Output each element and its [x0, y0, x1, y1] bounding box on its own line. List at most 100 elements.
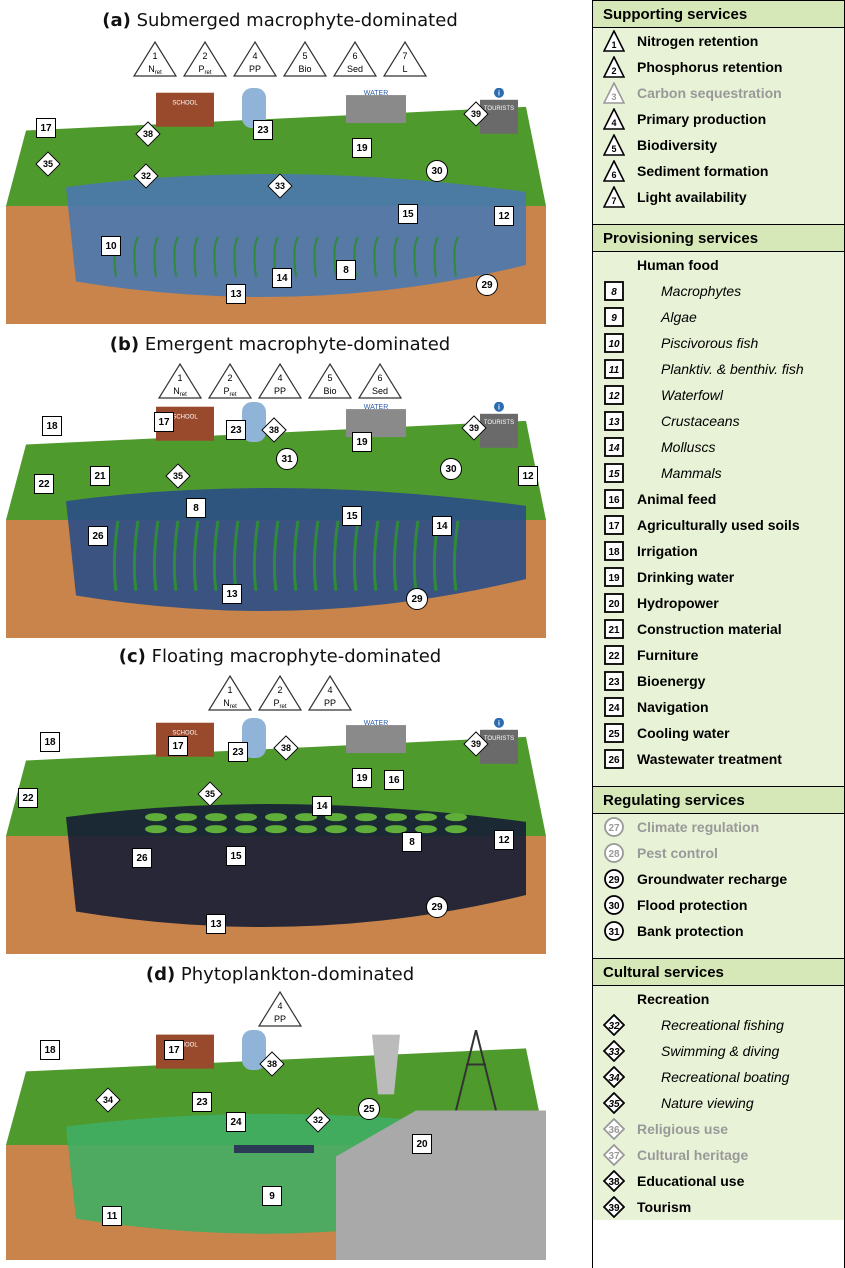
- square-symbol-icon: 26: [604, 749, 624, 769]
- service-triangle-1: 1 Nret: [157, 362, 203, 399]
- triangle-abbrev: PP: [274, 1014, 286, 1024]
- service-marker-24: 24: [226, 1112, 246, 1132]
- legend-subheader: Human food: [593, 252, 844, 278]
- svg-text:25: 25: [608, 729, 620, 740]
- legend: Supporting services 1 Nitrogen retention 2…: [592, 0, 845, 1268]
- legend-item: 16 Animal feed: [593, 486, 844, 512]
- floating-leaf: [385, 825, 407, 834]
- triangle-abbrev: Pret: [223, 386, 236, 398]
- tourists-label: TOURISTS: [484, 736, 514, 742]
- triangle-symbol-icon: 6: [603, 160, 625, 182]
- circle-symbol-icon: 27: [604, 817, 624, 837]
- legend-item: 6 Sediment formation: [593, 158, 844, 184]
- drinking-water-label-line1: DRINKING: [359, 718, 393, 719]
- panel-c-letter: (c): [118, 646, 146, 667]
- service-marker-26: 26: [88, 526, 108, 546]
- legend-item-label: Algae: [661, 309, 697, 325]
- info-icon: [494, 88, 504, 98]
- legend-item: 31 Bank protection: [593, 918, 844, 944]
- macrophyte: [133, 236, 139, 277]
- service-marker-21: 21: [90, 466, 110, 486]
- square-symbol-icon: 19: [604, 567, 624, 587]
- service-marker-25: 25: [358, 1098, 380, 1120]
- legend-item-label: Nitrogen retention: [637, 33, 759, 49]
- service-marker-33: 33: [268, 174, 292, 198]
- legend-item: 36 Religious use: [593, 1116, 844, 1142]
- triangle-number: 6: [352, 51, 357, 61]
- macrophyte: [112, 520, 120, 591]
- floating-leaf: [145, 825, 167, 834]
- triangle-number: 5: [302, 51, 307, 61]
- legend-item: 19 Drinking water: [593, 564, 844, 590]
- legend-item-label: Recreational fishing: [661, 1017, 784, 1033]
- macrophyte: [293, 236, 299, 277]
- svg-text:26: 26: [608, 755, 620, 766]
- macrophyte: [333, 236, 339, 277]
- svg-text:20: 20: [608, 599, 620, 610]
- svg-text:12: 12: [608, 391, 620, 402]
- macrophyte: [212, 520, 220, 591]
- service-triangle-2: 2 Pret: [207, 362, 253, 399]
- legend-item: 34 Recreational boating: [593, 1064, 844, 1090]
- panel-b-service-triangles: 1 Nret 2 Pret 4 PP 5 Bio 6 Sed: [0, 362, 560, 400]
- panel-b-title-text: Emergent macrophyte-dominated: [144, 334, 451, 355]
- svg-text:33: 33: [608, 1047, 620, 1058]
- square-symbol-icon: 25: [604, 723, 624, 743]
- legend-header-provisioning: Provisioning services: [593, 224, 844, 252]
- legend-item-label: Biodiversity: [637, 137, 718, 153]
- legend-item-label: Planktiv. & benthiv. fish: [661, 361, 804, 377]
- macrophyte: [332, 520, 340, 591]
- service-marker-18: 18: [42, 416, 62, 436]
- triangle-abbrev: Bio: [298, 64, 311, 74]
- svg-text:11: 11: [609, 365, 620, 376]
- legend-header-regulating: Regulating services: [593, 786, 844, 814]
- service-marker-23: 23: [253, 120, 273, 140]
- square-symbol-icon: 8: [604, 281, 624, 301]
- square-symbol-icon: 21: [604, 619, 624, 639]
- service-marker-20: 20: [412, 1134, 432, 1154]
- triangle-number: 1: [227, 685, 232, 695]
- svg-text:30: 30: [608, 901, 620, 912]
- triangle-abbrev: Sed: [372, 386, 388, 396]
- legend-item-label: Pest control: [637, 845, 718, 861]
- legend-item-label: Bioenergy: [637, 673, 706, 689]
- service-marker-8: 8: [402, 832, 422, 852]
- panel-a-title-text: Submerged macrophyte-dominated: [136, 10, 458, 31]
- service-marker-34: 34: [96, 1088, 120, 1112]
- legend-item-label: Light availability: [637, 189, 747, 205]
- svg-text:4: 4: [611, 118, 616, 128]
- legend-item-label: Tourism: [637, 1199, 692, 1215]
- legend-list-provisioning: Human food 8 Macrophytes 9 Algae 10 Piscivorou…: [593, 252, 844, 772]
- legend-item-label: Drinking water: [637, 569, 735, 585]
- square-symbol-icon: 22: [604, 645, 624, 665]
- legend-item-label: Primary production: [637, 111, 767, 127]
- svg-text:29: 29: [608, 875, 620, 886]
- svg-text:27: 27: [608, 823, 620, 834]
- service-marker-17: 17: [154, 412, 174, 432]
- service-marker-23: 23: [228, 742, 248, 762]
- triangle-abbrev: Bio: [323, 386, 336, 396]
- drinking-water-tank: [346, 725, 406, 754]
- service-triangle-1: 1 Nret: [207, 674, 253, 711]
- panel-c-service-triangles: 1 Nret 2 Pret 4 PP: [0, 674, 560, 712]
- macrophyte: [452, 520, 460, 591]
- triangle-abbrev: Pret: [198, 64, 211, 76]
- service-marker-35: 35: [166, 464, 190, 488]
- service-marker-30: 30: [440, 458, 462, 480]
- legend-item: 11 Planktiv. & benthiv. fish: [593, 356, 844, 382]
- legend-item: 5 Biodiversity: [593, 132, 844, 158]
- service-marker-31: 31: [276, 448, 298, 470]
- svg-text:10: 10: [608, 339, 620, 350]
- service-triangle-4: 4 PP: [257, 362, 303, 399]
- legend-item-label: Construction material: [637, 621, 782, 637]
- macrophyte: [192, 520, 200, 591]
- service-marker-19: 19: [352, 138, 372, 158]
- legend-item: 14 Molluscs: [593, 434, 844, 460]
- macrophyte: [253, 236, 259, 277]
- square-symbol-icon: 24: [604, 697, 624, 717]
- macrophyte: [372, 520, 380, 591]
- legend-item-label: Religious use: [637, 1121, 729, 1137]
- diamond-symbol-icon: 36: [603, 1118, 625, 1140]
- legend-item: 23 Bioenergy: [593, 668, 844, 694]
- macrophyte: [233, 236, 239, 277]
